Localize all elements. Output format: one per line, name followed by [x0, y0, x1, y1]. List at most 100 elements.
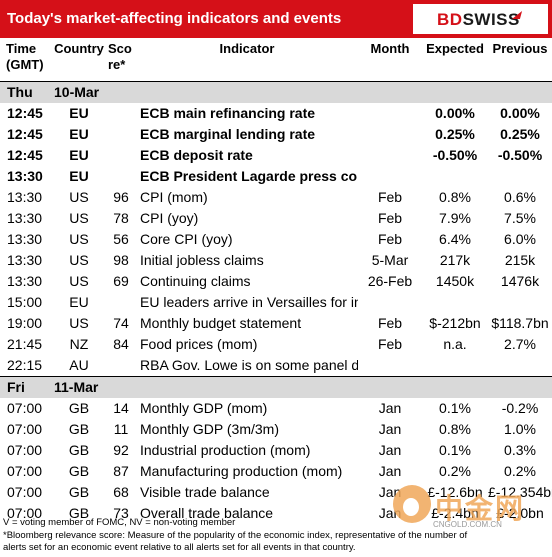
expected-cell: 0.8%	[439, 189, 471, 205]
footnote-voting: V = voting member of FOMC, NV = non-voti…	[3, 517, 236, 528]
month-cell	[358, 292, 422, 313]
month-cell: Feb	[377, 210, 403, 226]
score-cell: 14	[113, 400, 129, 416]
country-cell: GB	[68, 400, 90, 416]
score-cell: 98	[113, 252, 129, 268]
header-country: Country	[54, 41, 104, 56]
indicator-cell: Core CPI (yoy)	[140, 231, 233, 247]
previous-cell: 7.5%	[504, 210, 536, 226]
time-cell: 13:30	[7, 231, 43, 247]
time-cell: 12:45	[7, 105, 43, 121]
table-row: 13:30 US 56 Core CPI (yoy) Feb 6.4% 6.0%	[0, 229, 552, 250]
month-cell	[358, 103, 422, 124]
time-cell: 07:00	[7, 442, 43, 458]
time-cell: 13:30	[7, 189, 43, 205]
indicator-cell: ECB main refinancing rate	[140, 105, 316, 121]
score-cell	[106, 355, 136, 377]
month-cell: Jan	[378, 463, 402, 479]
day-header-row: Thu 10-Mar	[0, 81, 552, 103]
cngold-watermark: 中金网 CNGOLD.COM.CN	[393, 481, 551, 557]
previous-cell	[488, 355, 552, 377]
country-cell: EU	[69, 168, 89, 184]
table-row: 13:30 US 78 CPI (yoy) Feb 7.9% 7.5%	[0, 208, 552, 229]
indicator-cell: Continuing claims	[140, 273, 251, 289]
expected-cell: 6.4%	[439, 231, 471, 247]
country-cell: US	[69, 210, 89, 226]
table-row: 07:00 GB 11 Monthly GDP (3m/3m) Jan 0.8% 1.0%	[0, 419, 552, 440]
table-row: 12:45 EU ECB deposit rate -0.50% -0.50%	[0, 145, 552, 166]
indicator-cell: ECB deposit rate	[140, 147, 253, 163]
month-cell	[358, 124, 422, 145]
country-cell: EU	[69, 126, 89, 142]
indicator-cell: ECB marginal lending rate	[140, 126, 316, 142]
country-cell: EU	[69, 147, 89, 163]
indicator-cell: Monthly budget statement	[140, 315, 302, 331]
country-cell: US	[69, 231, 89, 247]
previous-cell: 1476k	[500, 273, 540, 289]
score-cell: 78	[113, 210, 129, 226]
day-date: 11-Mar	[52, 376, 552, 398]
time-cell: 07:00	[7, 463, 43, 479]
page-title: Today's market-affecting indicators and …	[7, 10, 342, 27]
previous-cell: 1.0%	[504, 421, 536, 437]
header-time: Time (GMT)	[6, 41, 44, 72]
expected-cell: $-212bn	[429, 315, 481, 331]
previous-cell: -0.2%	[501, 400, 539, 416]
month-cell: Feb	[377, 315, 403, 331]
expected-cell: 217k	[439, 252, 471, 268]
expected-cell: £-2.4bn	[431, 505, 479, 521]
month-cell	[358, 166, 422, 187]
table-row: 12:45 EU ECB marginal lending rate 0.25% 0.2…	[0, 124, 552, 145]
month-cell: 26-Feb	[367, 273, 413, 289]
country-cell: GB	[68, 484, 90, 500]
indicator-cell: ECB President Lagarde press conference	[140, 168, 358, 184]
day-name: Thu	[0, 81, 52, 103]
expected-cell: n.a.	[443, 336, 467, 352]
time-cell: 15:00	[7, 294, 43, 310]
header-month: Month	[370, 41, 410, 56]
month-cell: Feb	[377, 189, 403, 205]
month-cell	[358, 355, 422, 377]
score-cell: 84	[113, 336, 129, 352]
previous-cell: $118.7bn	[491, 315, 549, 331]
previous-cell: 215k	[504, 252, 536, 268]
table-row: 21:45 NZ 84 Food prices (mom) Feb n.a. 2.7%	[0, 334, 552, 355]
score-cell	[106, 145, 136, 166]
score-cell	[106, 166, 136, 187]
table-row: 13:30 EU ECB President Lagarde press confe…	[0, 166, 552, 187]
score-cell: 74	[113, 315, 129, 331]
time-cell: 13:30	[7, 210, 43, 226]
expected-cell: 0.8%	[439, 421, 471, 437]
previous-cell: 0.6%	[504, 189, 536, 205]
expected-cell: -0.50%	[432, 147, 478, 163]
footnote-score-2: alerts set for an economic event relativ…	[3, 542, 356, 553]
header-score: Sco re*	[108, 41, 132, 72]
score-cell: 56	[113, 231, 129, 247]
score-cell: 92	[113, 442, 129, 458]
score-cell: 87	[113, 463, 129, 479]
time-cell: 13:30	[7, 252, 43, 268]
score-cell: 68	[113, 484, 129, 500]
bdswiss-logo: BDSWISS	[437, 10, 520, 29]
indicator-cell: CPI (mom)	[140, 189, 208, 205]
table-row: 07:00 GB 87 Manufacturing production (mom) J…	[0, 461, 552, 482]
indicator-cell: Overall trade balance	[140, 505, 274, 521]
country-cell: GB	[68, 505, 90, 521]
footnote-score-1: *Bloomberg relevance score: Measure of t…	[3, 530, 468, 541]
indicator-cell: Food prices (mom)	[140, 336, 258, 352]
month-cell: Jan	[378, 421, 402, 437]
header-expected: Expected	[426, 41, 484, 56]
day-date: 10-Mar	[52, 81, 552, 103]
previous-cell: 0.00%	[500, 105, 540, 121]
country-cell: AU	[69, 357, 89, 373]
table-row: 22:15 AU RBA Gov. Lowe is on some panel di…	[0, 355, 552, 377]
table-row: 13:30 US 96 CPI (mom) Feb 0.8% 0.6%	[0, 187, 552, 208]
indicator-cell: CPI (yoy)	[140, 210, 199, 226]
header-indicator: Indicator	[219, 41, 275, 56]
country-cell: US	[69, 189, 89, 205]
time-cell: 07:00	[7, 484, 43, 500]
previous-cell: -0.50%	[497, 147, 543, 163]
indicator-cell: RBA Gov. Lowe is on some panel discussio…	[140, 357, 358, 373]
table-row: 12:45 EU ECB main refinancing rate 0.00% 0.0…	[0, 103, 552, 124]
day-name: Fri	[0, 376, 52, 398]
